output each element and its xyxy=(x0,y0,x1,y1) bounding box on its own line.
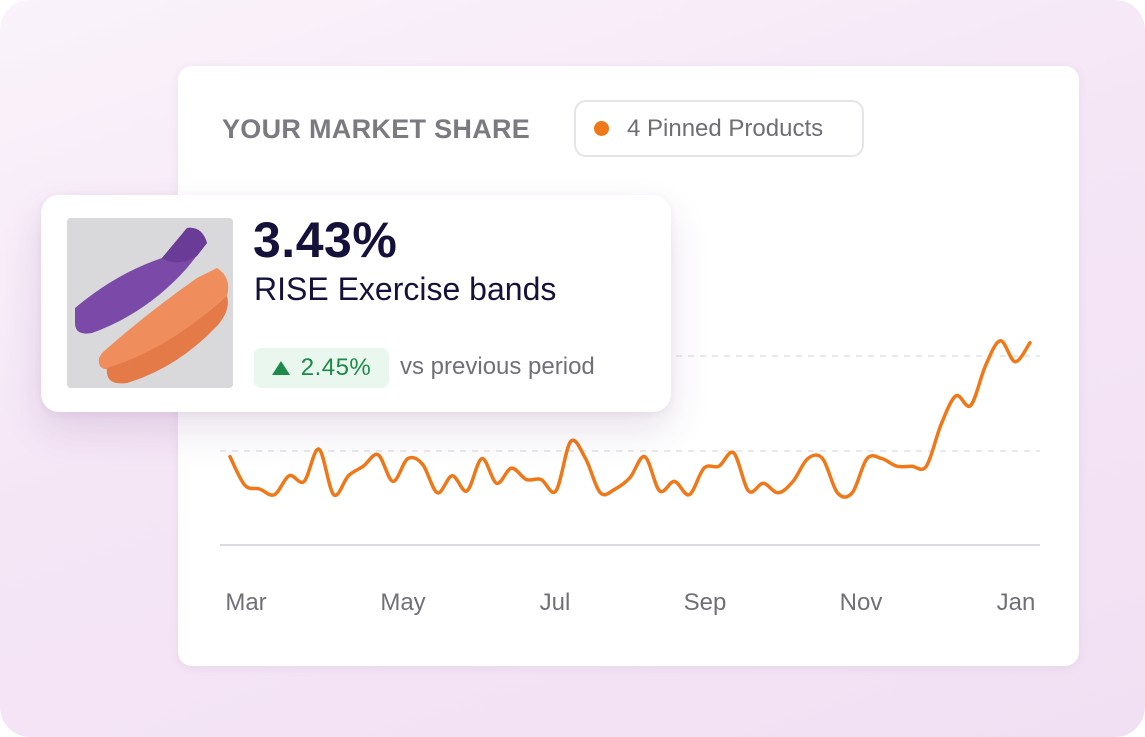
pinned-products-label: 4 Pinned Products xyxy=(627,114,824,142)
x-tick-label: Jan xyxy=(997,589,1036,616)
product-image xyxy=(67,218,233,388)
x-tick-label: Nov xyxy=(840,589,883,616)
x-tick-label: May xyxy=(380,589,425,616)
x-tick-label: Jul xyxy=(540,589,571,616)
orange-dot-icon xyxy=(594,121,609,136)
compare-label: vs previous period xyxy=(400,353,595,380)
triangle-up-icon xyxy=(271,361,290,375)
product-popup-card: 3.43% RISE Exercise bands 2.45% vs previ… xyxy=(41,195,671,412)
change-value: 2.45% xyxy=(300,354,372,381)
change-badge: 2.45% xyxy=(254,348,389,388)
x-tick-label: Sep xyxy=(684,589,727,616)
product-name: RISE Exercise bands xyxy=(254,271,557,307)
pinned-products-button[interactable]: 4 Pinned Products xyxy=(574,100,864,157)
x-tick-label: Mar xyxy=(225,589,266,616)
card-title: YOUR MARKET SHARE xyxy=(222,114,531,144)
series-line xyxy=(228,339,1032,499)
market-share-value: 3.43% xyxy=(253,212,398,268)
